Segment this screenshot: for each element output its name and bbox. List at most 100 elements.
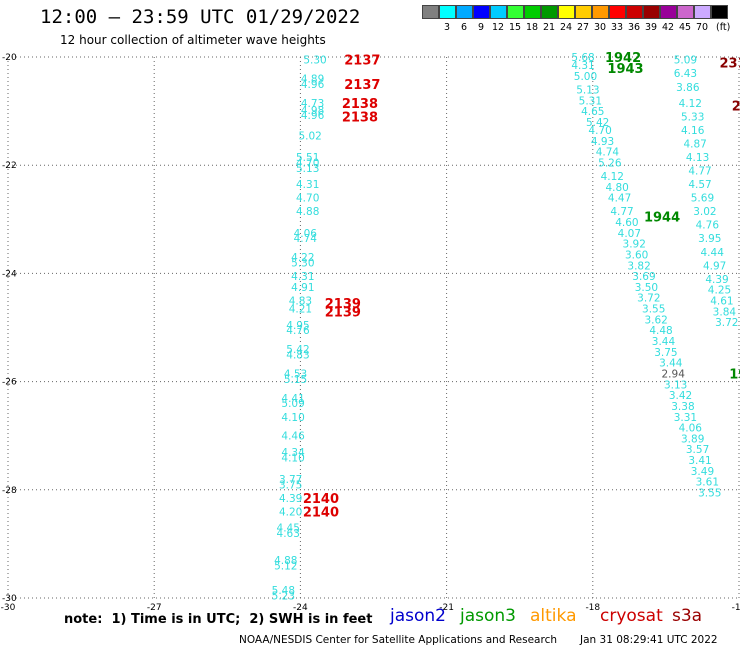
color-scale-label: 33 bbox=[610, 22, 624, 33]
color-scale-label: 45 bbox=[678, 22, 692, 33]
satellite-legend-jason2: jason2 bbox=[390, 606, 446, 626]
wave-height-value: 4.31 bbox=[296, 179, 319, 191]
color-scale-label: 12 bbox=[491, 22, 505, 33]
wave-height-value: 4.83 bbox=[289, 295, 312, 307]
wave-height-value: 3.61 bbox=[696, 477, 719, 489]
wave-height-value: 3.77 bbox=[279, 474, 302, 486]
wave-height-value: 5.09 bbox=[281, 398, 304, 410]
wave-height-value: 3.84 bbox=[713, 306, 737, 318]
wave-height-value: 3.42 bbox=[669, 390, 692, 402]
y-tick-label: -26 bbox=[2, 378, 17, 388]
wave-height-value: 4.80 bbox=[605, 182, 628, 194]
orbit-pass-label: 2137 bbox=[344, 78, 380, 93]
color-swatch bbox=[541, 5, 558, 19]
wave-height-value: 4.39 bbox=[279, 493, 302, 505]
wave-height-value: 5.33 bbox=[681, 112, 704, 124]
color-swatch bbox=[677, 5, 694, 19]
satellite-legend-s3a: s3a bbox=[672, 606, 703, 626]
x-tick-label: -15 bbox=[732, 603, 740, 613]
color-swatch bbox=[694, 5, 711, 19]
orbit-pass-label: 2137 bbox=[344, 54, 380, 69]
wave-height-value: 4.77 bbox=[610, 206, 633, 218]
orbit-pass-label: 231 bbox=[732, 100, 740, 115]
wave-height-value: 4.31 bbox=[291, 271, 314, 283]
wave-height-value: 5.48 bbox=[272, 585, 295, 597]
wave-height-value: 4.07 bbox=[618, 228, 641, 240]
wave-height-value: 3.13 bbox=[664, 379, 687, 391]
wave-height-value: 4.88 bbox=[296, 206, 319, 218]
color-swatch bbox=[660, 5, 677, 19]
color-swatch bbox=[558, 5, 575, 19]
wave-height-value: 3.55 bbox=[642, 304, 665, 316]
wave-height-value: 4.76 bbox=[696, 220, 720, 232]
x-tick-label: -18 bbox=[585, 603, 600, 613]
wave-height-value: 4.76 bbox=[286, 325, 310, 337]
wave-height-value: 4.89 bbox=[301, 74, 324, 86]
color-swatch bbox=[507, 5, 524, 19]
wave-height-value: 4.06 bbox=[294, 228, 318, 240]
wave-height-value: 5.31 bbox=[579, 95, 602, 107]
wave-height-value: 3.69 bbox=[632, 271, 655, 283]
x-tick-label: -27 bbox=[147, 603, 162, 613]
color-swatch bbox=[711, 5, 728, 19]
wave-height-value: 4.97 bbox=[703, 260, 726, 272]
wave-height-value: 3.41 bbox=[688, 455, 711, 467]
wave-height-value: 3.38 bbox=[671, 401, 694, 413]
x-tick-label: -21 bbox=[439, 603, 454, 613]
wave-height-value: 4.13 bbox=[686, 152, 709, 164]
color-scale-label: 39 bbox=[644, 22, 658, 33]
wave-height-value: 3.75 bbox=[279, 479, 302, 491]
wave-height-value: 4.25 bbox=[708, 285, 731, 297]
wave-height-value: 4.39 bbox=[705, 274, 728, 286]
color-scale-label: 70 bbox=[695, 22, 709, 33]
wave-height-value: 4.83 bbox=[286, 350, 309, 362]
y-tick-label: -24 bbox=[2, 269, 17, 279]
orbit-pass-label: 2138 bbox=[342, 111, 378, 126]
orbit-pass-label: 1944 bbox=[644, 211, 680, 226]
color-swatch bbox=[626, 5, 643, 19]
satellite-legend-jason3: jason3 bbox=[460, 606, 516, 626]
orbit-pass-label: 2140 bbox=[303, 505, 339, 520]
wave-height-value: 4.87 bbox=[683, 139, 706, 151]
wave-height-value: 3.50 bbox=[635, 282, 658, 294]
wave-height-value: 5.00 bbox=[574, 71, 597, 83]
color-swatch bbox=[643, 5, 660, 19]
color-scale-label: 27 bbox=[576, 22, 590, 33]
color-scale-label: 9 bbox=[477, 22, 485, 33]
wave-height-value: 4.31 bbox=[571, 60, 594, 72]
wave-height-value: 3.72 bbox=[715, 317, 738, 329]
wave-height-value: 3.72 bbox=[637, 293, 660, 305]
wave-height-value: 4.74 bbox=[294, 233, 318, 245]
wave-height-value: 4.70 bbox=[588, 125, 611, 137]
wave-height-value: 3.02 bbox=[693, 206, 716, 218]
color-scale-label: 24 bbox=[559, 22, 573, 33]
wave-height-value: 3.86 bbox=[676, 82, 700, 94]
wave-height-value: 3.49 bbox=[691, 466, 714, 478]
wave-height-value: 4.12 bbox=[679, 98, 702, 110]
wave-height-value: 3.44 bbox=[659, 358, 683, 370]
color-swatch bbox=[473, 5, 490, 19]
color-swatch bbox=[422, 5, 439, 19]
wave-height-value: 4.88 bbox=[274, 555, 297, 567]
wave-height-value: 4.57 bbox=[688, 179, 711, 191]
y-tick-label: -20 bbox=[2, 53, 17, 63]
wave-height-value: 5.68 bbox=[571, 52, 594, 64]
chart-subtitle: 12 hour collection of altimeter wave hei… bbox=[60, 33, 326, 47]
color-swatch bbox=[456, 5, 473, 19]
orbit-pass-label: 2138 bbox=[342, 97, 378, 112]
orbit-pass-label: 2140 bbox=[303, 492, 339, 507]
wave-height-value: 4.70 bbox=[296, 193, 319, 205]
wave-height-value: 3.60 bbox=[625, 249, 648, 261]
wave-height-value: 3.75 bbox=[654, 347, 677, 359]
wave-height-value: 4.61 bbox=[710, 295, 733, 307]
color-swatch bbox=[592, 5, 609, 19]
wave-height-value: 4.10 bbox=[281, 412, 304, 424]
wave-height-value: 4.34 bbox=[281, 447, 305, 459]
chart-title: 12:00 – 23:59 UTC 01/29/2022 bbox=[40, 6, 361, 28]
color-scale-label: 3 bbox=[443, 22, 451, 33]
footer-note: note: 1) Time is in UTC; 2) SWH is in fe… bbox=[64, 612, 373, 627]
wave-height-value: 5.30 bbox=[303, 55, 326, 67]
wave-height-value: 4.93 bbox=[591, 136, 614, 148]
wave-height-value: 3.44 bbox=[652, 336, 676, 348]
color-scale-label: 15 bbox=[508, 22, 522, 33]
